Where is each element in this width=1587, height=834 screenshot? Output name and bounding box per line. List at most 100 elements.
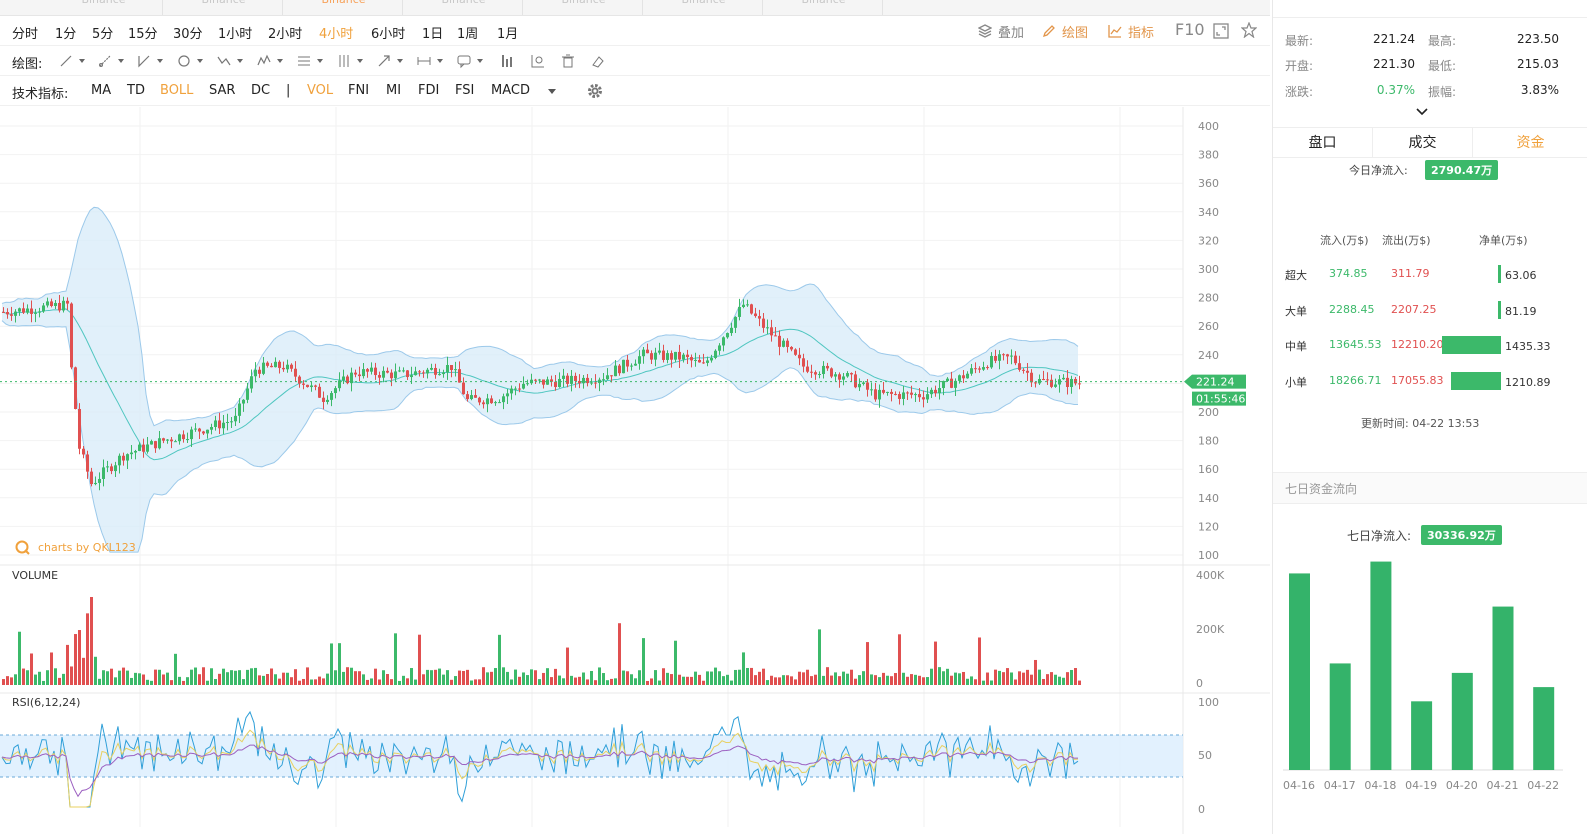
seven-day-bar[interactable] (1289, 573, 1310, 770)
period-toolbar: 分时 1分 5分 15分 30分 1小时 2小时 4小时 6小时 1日 1周 1月 叠加 绘图 指标 F10 (0, 16, 1270, 46)
pencil-icon[interactable] (1042, 24, 1056, 38)
period-2[interactable]: 5分 (92, 27, 114, 42)
candle-body (458, 369, 461, 383)
candle-body (326, 399, 329, 402)
candle-body (578, 380, 581, 384)
seven-day-date-label: 04-19 (1405, 779, 1437, 792)
trash-icon[interactable] (560, 53, 576, 69)
exchange-tab[interactable]: Binance (525, 0, 643, 15)
fib-tool-icon[interactable] (296, 53, 326, 69)
volume-bar (1046, 674, 1049, 685)
indicator-11[interactable]: MACD (491, 83, 530, 98)
seven-day-bar[interactable] (1411, 701, 1433, 770)
candle-body (818, 374, 821, 376)
indicator-7[interactable]: FNI (348, 83, 370, 98)
exchange-tab[interactable]: Binance (165, 0, 283, 15)
period-8[interactable]: 6小时 (371, 27, 406, 42)
indicator-9[interactable]: FDI (418, 83, 440, 98)
arrow-tool-icon[interactable] (376, 53, 406, 69)
channel-tool-icon[interactable] (136, 53, 166, 69)
seven-day-bar[interactable] (1370, 561, 1392, 770)
period-9[interactable]: 1日 (422, 27, 444, 42)
volume-bar (606, 680, 609, 685)
gear-icon[interactable] (586, 82, 604, 100)
tab-orderbook[interactable]: 盘口 (1273, 128, 1373, 158)
line-tool-icon[interactable] (58, 53, 88, 69)
exchange-tab[interactable]: Binance (45, 0, 163, 15)
candle-body (270, 365, 273, 368)
candle-body (1070, 378, 1073, 387)
current-price-label: 221.24 (1196, 376, 1235, 389)
exchange-tab[interactable]: Binance (765, 0, 883, 15)
period-3[interactable]: 15分 (128, 27, 158, 42)
seven-day-bar[interactable] (1533, 687, 1555, 770)
candle-body (526, 383, 529, 385)
exchange-tab[interactable]: Binance (645, 0, 763, 15)
toolbar-overlay[interactable]: 叠加 (998, 26, 1025, 41)
candle-body (962, 375, 965, 379)
gann-tool-icon[interactable] (336, 53, 366, 69)
price-tick-label: 120 (1198, 520, 1219, 533)
candle-body (354, 372, 357, 375)
period-10[interactable]: 1周 (457, 27, 479, 42)
chart-line-icon[interactable] (1108, 24, 1122, 38)
seven-day-bar[interactable] (1492, 606, 1514, 770)
f10-button[interactable]: F10 (1175, 20, 1205, 39)
volume-bar (406, 678, 409, 685)
indicator-3[interactable]: SAR (209, 83, 236, 98)
toolbar-draw[interactable]: 绘图 (1062, 26, 1089, 41)
seven-day-bar[interactable] (1451, 672, 1473, 770)
indicator-1[interactable]: TD (127, 83, 145, 98)
polyline-tool-icon[interactable] (216, 53, 246, 69)
candle-body (422, 372, 425, 374)
period-0[interactable]: 分时 (12, 27, 39, 42)
candle-body (54, 302, 57, 306)
kline-chart[interactable]: 4003803603403203002802602402202001801601… (0, 107, 1270, 834)
candle-body (238, 403, 241, 416)
period-11[interactable]: 1月 (497, 27, 519, 42)
volume-bar (742, 652, 745, 685)
exchange-tab[interactable]: Binance (405, 0, 523, 15)
ruler-icon[interactable] (500, 53, 516, 69)
period-7[interactable]: 4小时 (319, 27, 354, 42)
volume-bar (538, 679, 541, 685)
tab-funds[interactable]: 资金 (1516, 135, 1545, 151)
indicator-6[interactable]: VOL (307, 83, 334, 98)
candle-body (290, 364, 293, 369)
candle-body (974, 368, 977, 370)
period-1[interactable]: 1分 (55, 27, 77, 42)
candle-body (474, 395, 477, 398)
comment-tool-icon[interactable] (456, 53, 486, 69)
star-icon[interactable] (1241, 22, 1257, 38)
volume-bar (554, 668, 557, 685)
tab-trades[interactable]: 成交 (1373, 128, 1473, 158)
period-5[interactable]: 1小时 (218, 27, 253, 42)
volume-bar (30, 653, 33, 685)
pattern-tool-icon[interactable] (256, 53, 286, 69)
seven-day-bar[interactable] (1329, 663, 1351, 770)
indicator-dropdown-icon[interactable] (547, 87, 557, 97)
expand-chevron-icon[interactable] (1415, 106, 1429, 118)
period-4[interactable]: 30分 (173, 27, 203, 42)
indicator-10[interactable]: FSI (455, 83, 475, 98)
kline-chart-area[interactable]: 4003803603403203002802602402202001801601… (0, 107, 1270, 834)
candle-body (38, 311, 41, 313)
measure-chart-icon[interactable] (530, 53, 546, 69)
layers-icon[interactable] (978, 24, 992, 38)
volume-bar (874, 675, 877, 685)
period-6[interactable]: 2小时 (268, 27, 303, 42)
fullscreen-icon[interactable] (1213, 23, 1229, 39)
volume-bar (938, 667, 941, 685)
eraser-icon[interactable] (590, 53, 606, 69)
indicator-2[interactable]: BOLL (160, 83, 194, 98)
indicator-8[interactable]: MI (386, 83, 402, 98)
volume-bar (422, 674, 425, 685)
volume-bar (646, 680, 649, 685)
toolbar-indicator[interactable]: 指标 (1128, 26, 1155, 41)
ray-tool-icon[interactable] (97, 53, 127, 69)
measure-tool-icon[interactable] (416, 53, 446, 69)
indicator-4[interactable]: DC (251, 83, 271, 98)
exchange-tab[interactable]: Binance (285, 0, 403, 15)
indicator-0[interactable]: MA (91, 83, 112, 98)
circle-tool-icon[interactable] (176, 53, 206, 69)
